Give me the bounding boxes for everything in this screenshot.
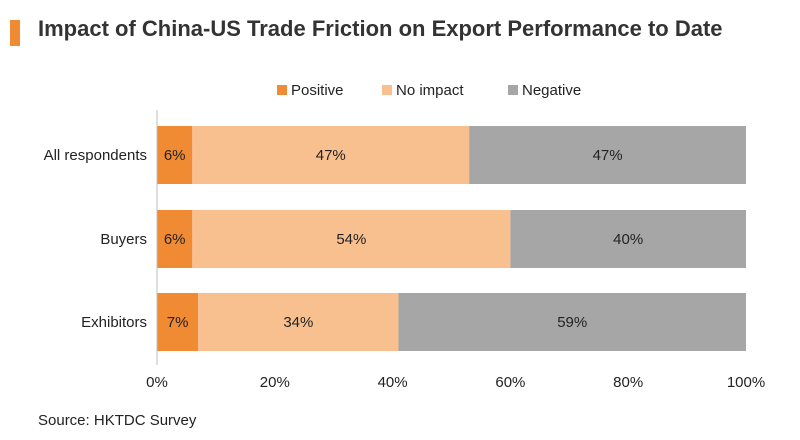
legend-label: No impact: [396, 82, 464, 99]
page-title: Impact of China-US Trade Friction on Exp…: [38, 16, 723, 41]
x-tick-label: 40%: [378, 374, 408, 391]
category-label: All respondents: [44, 147, 147, 164]
category-label: Buyers: [100, 231, 147, 248]
x-tick-label: 0%: [146, 374, 168, 391]
bar-segment: [157, 293, 199, 351]
bar-segment: [192, 126, 470, 184]
data-label: 47%: [593, 147, 623, 164]
bar-segment: [510, 210, 746, 268]
source-note: Source: HKTDC Survey: [38, 412, 197, 429]
legend-label: Positive: [291, 82, 344, 99]
legend-swatch-2: [508, 85, 518, 95]
data-label: 54%: [336, 231, 366, 248]
data-label: 6%: [164, 147, 186, 164]
category-label: Exhibitors: [81, 314, 147, 331]
data-label: 40%: [613, 231, 643, 248]
x-tick-label: 80%: [613, 374, 643, 391]
x-tick-label: 60%: [495, 374, 525, 391]
bar-segment: [192, 210, 511, 268]
title-accent-bar: [10, 20, 20, 46]
legend-swatch-0: [277, 85, 287, 95]
x-tick-label: 20%: [260, 374, 290, 391]
legend-swatch-1: [382, 85, 392, 95]
legend-label: Negative: [522, 82, 581, 99]
data-label: 6%: [164, 231, 186, 248]
data-label: 59%: [557, 314, 587, 331]
data-label: 34%: [283, 314, 313, 331]
bar-segment: [198, 293, 399, 351]
bar-segment: [469, 126, 746, 184]
bar-segment: [157, 126, 193, 184]
x-tick-label: 100%: [727, 374, 765, 391]
bar-segment: [398, 293, 746, 351]
data-label: 7%: [167, 314, 189, 331]
bar-segment: [157, 210, 193, 268]
data-label: 47%: [316, 147, 346, 164]
